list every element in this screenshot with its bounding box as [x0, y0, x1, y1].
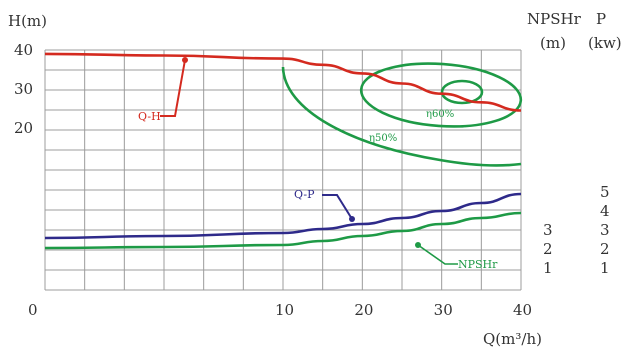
npshr-callout-line	[417, 244, 458, 265]
qh-callout-line	[160, 59, 186, 117]
efficiency-contour-inner	[440, 79, 484, 105]
qp-callout-line	[322, 194, 353, 220]
npshr-tick-label: 2	[543, 240, 553, 258]
y-axis-label-head: H(m)	[8, 12, 47, 30]
x-tick-label: 30	[434, 301, 453, 319]
x-tick-label: 20	[354, 301, 373, 319]
npshr-tick-label: 3	[543, 221, 553, 239]
x-tick-label: 0	[28, 301, 38, 319]
npshr-series-label: NPSHr	[458, 258, 498, 271]
series-line-npshr	[44, 211, 522, 250]
p-tick-label: 1	[600, 259, 610, 277]
series-line-q-p	[44, 192, 522, 240]
efficiency-label-50: η50%	[369, 133, 397, 144]
x-axis-label: Q(m³/h)	[483, 330, 542, 348]
right-axis-p-title: P	[596, 10, 606, 28]
qh-callout-dot	[182, 57, 188, 63]
y-tick-label: 30	[14, 80, 33, 98]
efficiency-contour-outer	[281, 66, 522, 167]
right-axis-npshr-unit: (m)	[540, 34, 566, 52]
right-axis-p-unit: (kw)	[588, 34, 622, 52]
npshr-tick-label: 1	[543, 259, 553, 277]
efficiency-contours	[281, 62, 523, 167]
qp-callout-dot	[349, 216, 355, 222]
efficiency-contour-middle	[359, 62, 523, 128]
efficiency-label-60: η60%	[426, 109, 454, 120]
series-lines	[44, 52, 522, 250]
p-tick-label: 3	[600, 221, 610, 239]
p-tick-label: 5	[600, 183, 610, 201]
p-tick-label: 4	[600, 202, 610, 220]
p-tick-label: 2	[600, 240, 610, 258]
series-callouts: Q-H Q-P NPSHr	[138, 57, 498, 271]
x-tick-label: 10	[275, 301, 294, 319]
qh-series-label: Q-H	[138, 110, 161, 123]
series-line-q-h	[44, 52, 522, 112]
y-tick-label: 40	[14, 41, 33, 59]
y-tick-label: 20	[14, 119, 33, 137]
x-tick-label: 40	[513, 301, 532, 319]
grid	[44, 49, 522, 291]
npshr-callout-dot	[415, 242, 421, 248]
qp-series-label: Q-P	[294, 188, 315, 201]
right-axis-npshr-title: NPSHr	[527, 10, 582, 28]
